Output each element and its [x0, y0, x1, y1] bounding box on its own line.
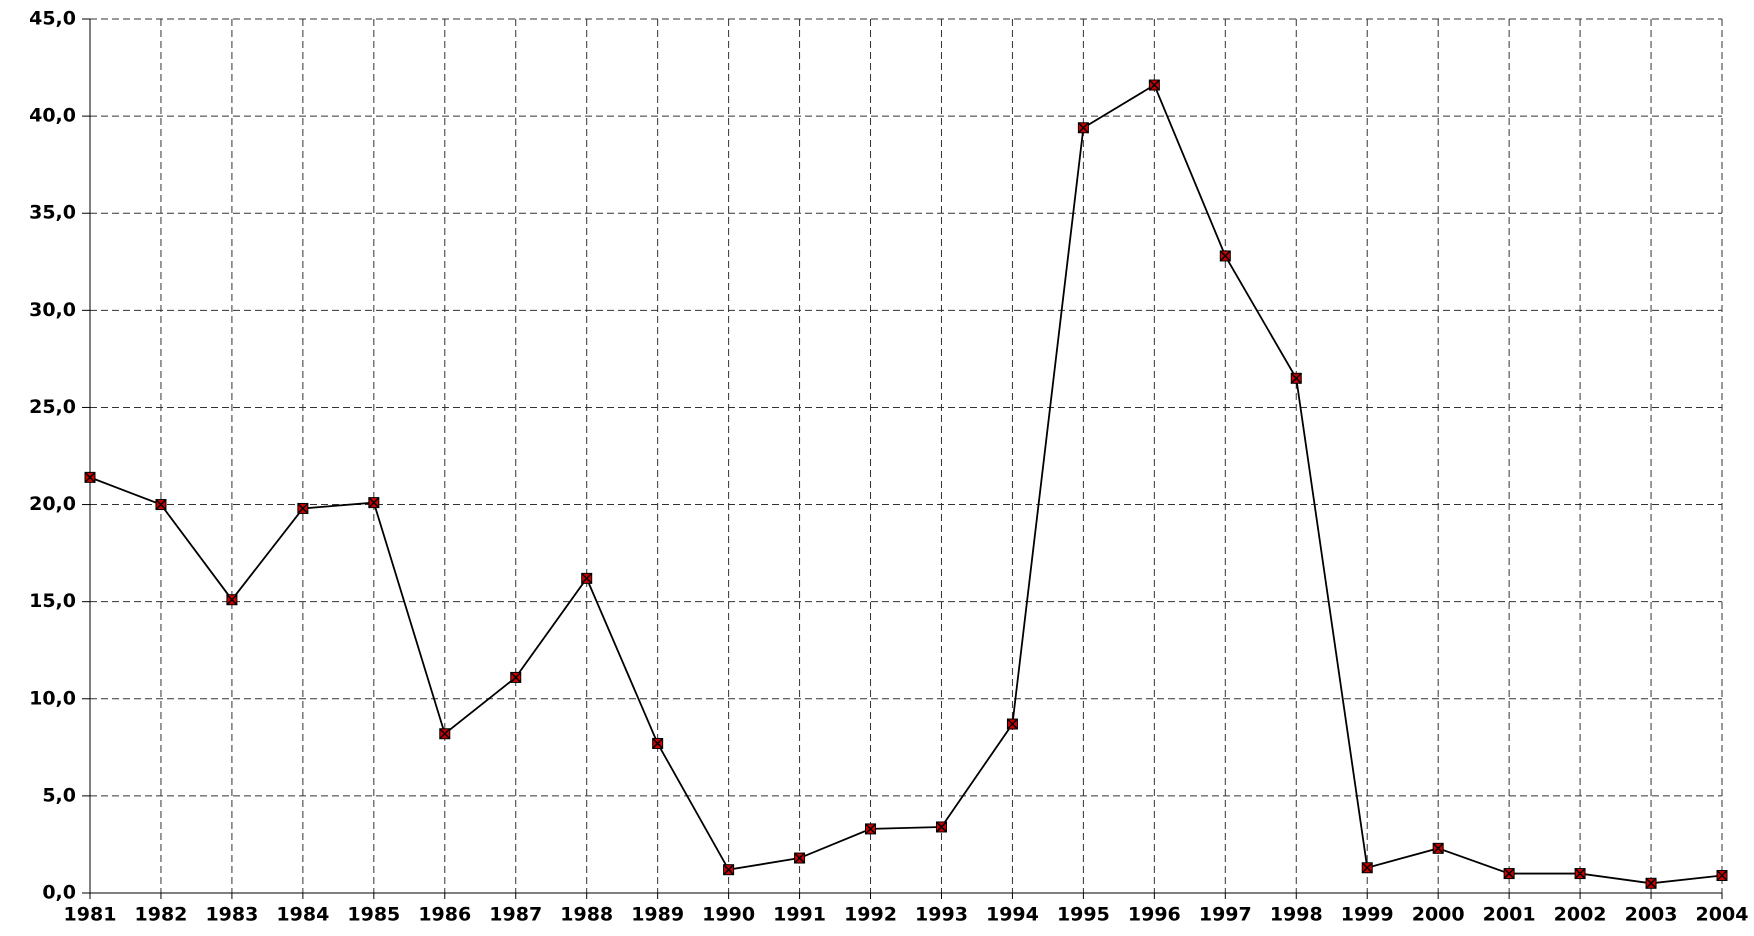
y-tick-label: 20,0	[29, 493, 76, 515]
x-tick-label: 1993	[915, 904, 968, 926]
marker	[1361, 862, 1373, 874]
marker-cross	[1361, 862, 1373, 874]
x-tick-label: 1995	[1057, 904, 1110, 926]
marker	[155, 499, 167, 511]
marker	[581, 572, 593, 584]
x-tick-label: 1996	[1128, 904, 1181, 926]
marker	[1290, 372, 1302, 384]
marker-cross	[84, 471, 96, 483]
x-tick-label: 1991	[773, 904, 826, 926]
marker-cross	[1574, 868, 1586, 880]
y-tick-label: 10,0	[29, 687, 76, 709]
marker-cross	[1290, 372, 1302, 384]
marker	[297, 502, 309, 514]
marker	[864, 823, 877, 835]
x-tick-label: 1984	[276, 904, 329, 926]
marker-cross	[297, 502, 309, 514]
marker	[935, 821, 948, 833]
marker	[439, 728, 451, 740]
x-tick-label: 1983	[205, 904, 258, 926]
marker-cross	[226, 594, 238, 606]
marker-cross	[368, 497, 380, 509]
marker	[794, 852, 806, 864]
x-tick-label: 1981	[64, 904, 117, 926]
marker-cross	[1077, 122, 1089, 134]
y-tick-label: 30,0	[29, 299, 76, 321]
y-tick-label: 40,0	[29, 105, 76, 127]
y-tick-label: 15,0	[29, 590, 76, 612]
marker-cross	[1432, 842, 1444, 854]
marker	[1432, 842, 1444, 854]
marker	[1574, 868, 1586, 880]
y-tick-label: 35,0	[29, 202, 76, 224]
marker	[1077, 122, 1089, 134]
marker	[226, 594, 238, 606]
marker	[368, 497, 380, 509]
x-tick-label: 2004	[1696, 904, 1749, 926]
marker-cross	[1006, 718, 1018, 730]
x-tick-label: 2000	[1412, 904, 1465, 926]
x-tick-label: 2001	[1483, 904, 1536, 926]
x-tick-label: 1997	[1199, 904, 1252, 926]
y-tick-label: 25,0	[29, 396, 76, 418]
marker-cross	[1219, 250, 1231, 262]
marker-cross	[864, 823, 877, 835]
marker-cross	[1148, 79, 1160, 91]
marker-cross	[723, 864, 735, 876]
marker-cross	[155, 499, 167, 511]
marker	[723, 864, 735, 876]
marker-cross	[1716, 869, 1728, 882]
marker	[1716, 869, 1728, 882]
marker	[1148, 79, 1160, 91]
x-tick-label: 1986	[418, 904, 471, 926]
marker-cross	[581, 572, 593, 584]
x-tick-label: 2003	[1625, 904, 1678, 926]
marker-cross	[1503, 868, 1515, 880]
y-tick-label: 45,0	[29, 8, 76, 30]
marker	[652, 737, 664, 749]
marker-cross	[439, 728, 451, 740]
x-tick-label: 1989	[631, 904, 684, 926]
y-tick-label: 0,0	[42, 882, 76, 904]
marker	[1006, 718, 1018, 730]
x-tick-label: 1990	[702, 904, 755, 926]
x-tick-label: 1994	[986, 904, 1039, 926]
marker-cross	[794, 852, 806, 864]
x-tick-label: 1999	[1341, 904, 1394, 926]
x-tick-label: 1985	[347, 904, 400, 926]
x-tick-label: 1988	[560, 904, 613, 926]
y-tick-label: 5,0	[42, 784, 76, 806]
x-tick-label: 2002	[1554, 904, 1607, 926]
x-tick-label: 1987	[489, 904, 542, 926]
x-tick-label: 1998	[1270, 904, 1323, 926]
marker	[84, 471, 96, 483]
x-tick-label: 1992	[844, 904, 897, 926]
line	[89, 83, 1723, 885]
marker-cross	[652, 737, 664, 749]
marker-cross	[1645, 877, 1657, 889]
marker	[510, 671, 522, 683]
marker	[1645, 877, 1657, 889]
marker	[1503, 868, 1515, 880]
x-tick-label: 1982	[135, 904, 188, 926]
marker-cross	[510, 671, 522, 683]
marker-cross	[935, 821, 948, 833]
marker	[1219, 250, 1231, 262]
